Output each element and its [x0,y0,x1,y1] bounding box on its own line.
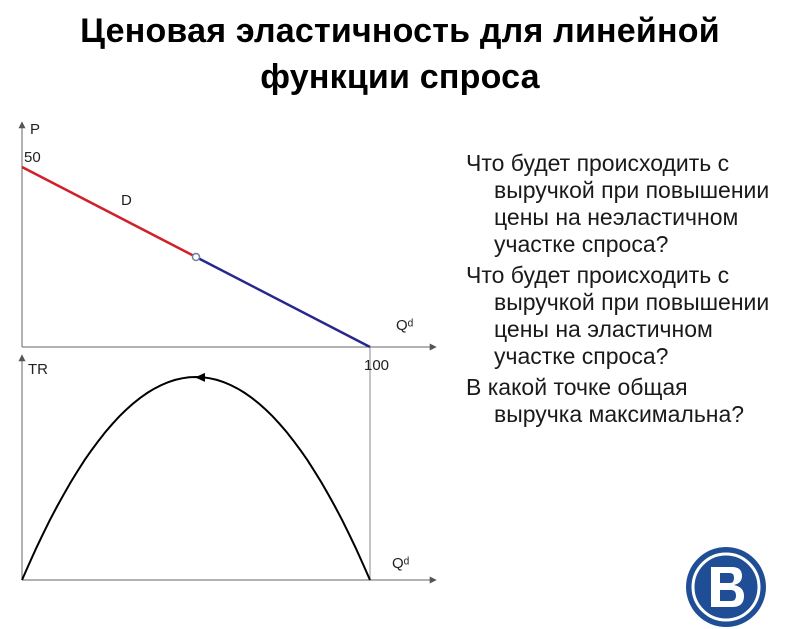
tr-y-label: TR [28,361,48,378]
demand-midpoint [191,252,201,262]
demand-y-label: P [30,121,40,138]
slide-title: Ценовая эластичность для линейной функци… [40,8,760,100]
title-line-2: функции спроса [260,58,540,96]
hse-logo-icon [686,547,766,627]
question-elastic: Что будет происходить с выручкой при пов… [466,262,770,369]
demand-x-label: Qᵈ [396,317,414,334]
question-inelastic: Что будет происходить с выручкой при пов… [466,150,770,257]
demand-curve-label: D [121,192,132,209]
demand-segment-elastic [21,165,197,259]
question-max-revenue: В какой точке общая выручка максимальна? [466,374,745,427]
tr-curve [21,375,371,581]
tr-x-label: Qᵈ [392,555,410,572]
demand-x-tick: 100 [364,357,389,374]
title-line-1: Ценовая эластичность для линейной [80,12,720,50]
demand-segment-inelastic [195,255,371,349]
demand-y-tick: 50 [24,149,41,166]
tr-arrow-icon [194,372,205,382]
charts: P 50 Qᵈ D TR 100 Qᵈ [18,121,437,584]
questions-list: Что будет происходить с выручкой при пов… [466,150,781,432]
